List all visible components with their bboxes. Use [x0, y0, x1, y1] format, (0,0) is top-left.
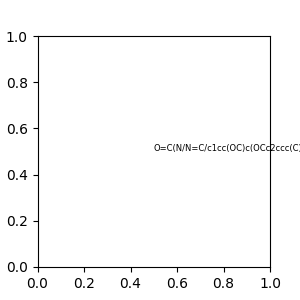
Text: O=C(N/N=C/c1cc(OC)c(OCc2ccc(C)cc2)c(Cl)c1)c1cccc([N+](=O)[O-])c1: O=C(N/N=C/c1cc(OC)c(OCc2ccc(C)cc2)c(Cl)c… — [154, 145, 300, 154]
